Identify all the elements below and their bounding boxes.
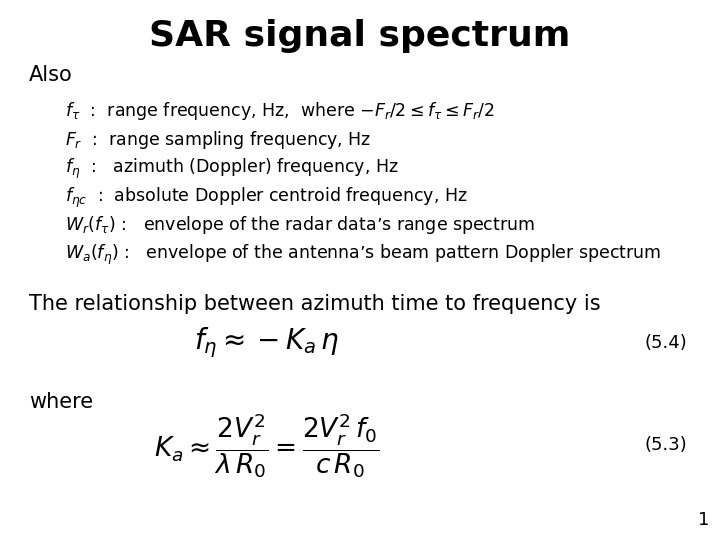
Text: SAR signal spectrum: SAR signal spectrum	[149, 19, 571, 53]
Text: 1: 1	[698, 511, 709, 529]
Text: $f_{\eta}$  :   azimuth (Doppler) frequency, Hz: $f_{\eta}$ : azimuth (Doppler) frequency…	[65, 157, 398, 181]
Text: $F_r$  :  range sampling frequency, Hz: $F_r$ : range sampling frequency, Hz	[65, 129, 372, 151]
Text: $W_a(f_{\eta})$ :   envelope of the antenna’s beam pattern Doppler spectrum: $W_a(f_{\eta})$ : envelope of the antenn…	[65, 243, 661, 267]
Text: (5.3): (5.3)	[645, 436, 688, 455]
Text: $f_{\eta c}$  :  absolute Doppler centroid frequency, Hz: $f_{\eta c}$ : absolute Doppler centroid…	[65, 186, 467, 210]
Text: $f_{\eta}   \approx   - K_a \, \eta$: $f_{\eta} \approx - K_a \, \eta$	[194, 326, 339, 360]
Text: Also: Also	[29, 65, 73, 85]
Text: $K_a  \approx  \dfrac{2 V_r^2}{\lambda \, R_0}  =  \dfrac{2 V_r^2 \, f_0}{c \, R: $K_a \approx \dfrac{2 V_r^2}{\lambda \, …	[153, 411, 379, 480]
Text: $f_{\tau}$  :  range frequency, Hz,  where $-F_r/2 \leq f_{\tau} \leq F_r/2$: $f_{\tau}$ : range frequency, Hz, where …	[65, 100, 494, 122]
Text: (5.4): (5.4)	[645, 334, 688, 352]
Text: where: where	[29, 392, 93, 411]
Text: The relationship between azimuth time to frequency is: The relationship between azimuth time to…	[29, 294, 600, 314]
Text: $W_r(f_{\tau})$ :   envelope of the radar data’s range spectrum: $W_r(f_{\tau})$ : envelope of the radar …	[65, 214, 535, 237]
